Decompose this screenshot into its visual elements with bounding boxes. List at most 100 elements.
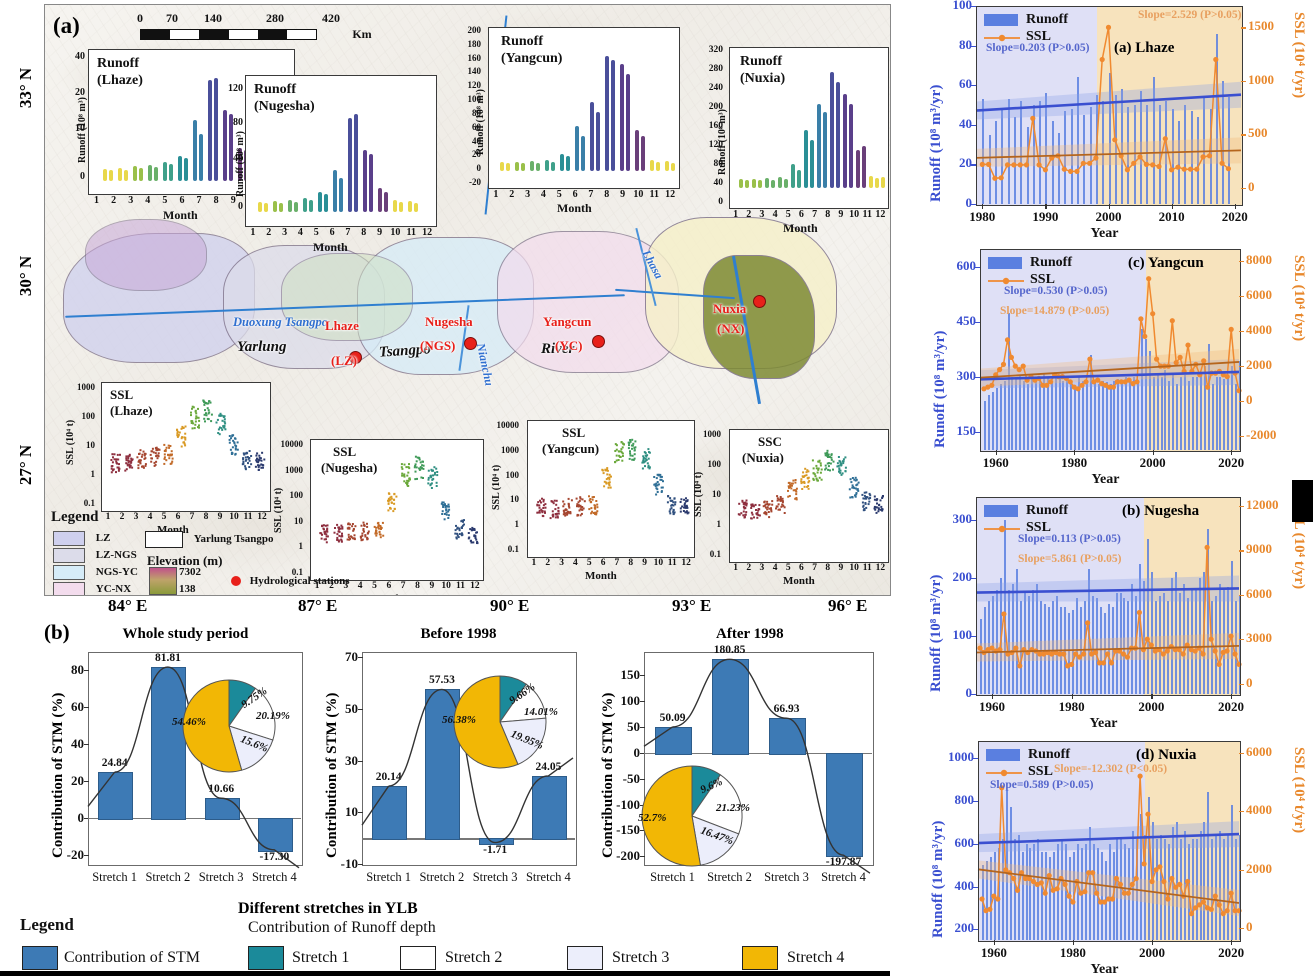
inset-ssl-yangcun-title-1: SSL [562, 425, 586, 440]
ts3-runoff-bar-46 [1163, 839, 1166, 940]
ts3-legend-runoff-label: Runoff [1028, 747, 1071, 762]
rl-xt-tick-6: 6 [179, 195, 185, 206]
inset-runoff-yangcun-title-2: (Yangcun) [501, 51, 563, 66]
bp2-ytick-2: 50 [627, 718, 640, 734]
ts3-ylabel-right: SSL (10⁴ t/yr) [1291, 747, 1307, 834]
ts2-xtickmark-3 [1231, 694, 1233, 699]
rn-xt-tick-3: 3 [282, 227, 288, 238]
timeseries-panel-nuxia: 1000 800 600 400 200 6000 4000 2000 0 1960 1980 200… [890, 731, 1313, 977]
rx-xt-tick-8: 8 [825, 209, 831, 220]
ts2-runoff-bar-30 [1099, 607, 1102, 694]
ts2-runoff-bar-37 [1127, 601, 1130, 694]
sl-xt-tick-8: 8 [203, 512, 209, 522]
ts0-xtick-0: 1980 [969, 209, 996, 224]
ts3-ytick-left-4: 200 [954, 920, 975, 936]
sn-xt-tick-6: 6 [386, 581, 392, 591]
ts2-runoff-bar-3 [991, 595, 994, 694]
ts3-runoff-bar-34 [1116, 839, 1119, 940]
ts1-ytick-right-5: -2000 [1246, 427, 1277, 443]
sy-yt-tick-5: 0.1 [507, 544, 519, 554]
bp1-category-2: Stretch 3 [472, 870, 518, 884]
rl-xt-tick-3: 3 [128, 195, 134, 206]
inset-ssl-nugesha-scatter [319, 455, 479, 545]
ts3-xtickmark-1 [1072, 940, 1075, 945]
scalebar-tick-280: 280 [266, 11, 284, 25]
ts3-xtickmark-3 [1231, 940, 1233, 945]
ts1-runoff-bar-18 [1054, 376, 1057, 450]
ts3-slope-runoff: Slope=0.589 (P>0.05) [990, 779, 1094, 791]
ts1-ytick-left-2: 300 [956, 367, 977, 383]
ts1-runoff-bar-3 [995, 387, 998, 450]
inset-runoff-nugesha-xlabel: Month [313, 240, 348, 254]
ts1-ytickmark-right-3 [1239, 366, 1244, 368]
sl-xt-tick-2: 2 [119, 512, 125, 522]
ts2-ytick-right-0: 12000 [1246, 496, 1279, 512]
sy-xt-tick-12: 12 [681, 558, 691, 568]
ts2-slope-ssl: Slope=5.861 (P>0.05) [1018, 553, 1122, 565]
ts1-series-layer [979, 276, 1242, 394]
ts0-xtickmark-4 [1234, 204, 1236, 209]
ts0-ytick-left-1: 80 [959, 36, 972, 52]
ts3-runoff-bar-44 [1156, 839, 1158, 940]
inset-runoff-lhaze-ytick-0: 40 [75, 51, 85, 62]
bp1-category-1: Stretch 2 [419, 870, 465, 884]
ts2-runoff-bar-60 [1219, 583, 1222, 694]
bp1-barvalue-2: -1.71 [483, 843, 508, 856]
ts2-runoff-bar-9 [1015, 569, 1018, 694]
station-dot-yangcun[interactable] [592, 335, 605, 348]
ts2-runoff-bar-43 [1151, 572, 1154, 694]
ts0-ytick-right-0: 1500 [1248, 18, 1274, 34]
ts3-runoff-bar-15 [1041, 852, 1044, 940]
bottom-legend-stretch4-swatch [742, 946, 778, 970]
bp1-ytick-0: 70 [345, 649, 358, 665]
ts2-slope-runoff: Slope=0.113 (P>0.05) [1018, 533, 1121, 545]
station-dot-nuxia[interactable] [753, 295, 766, 308]
ts2-runoff-bar-11 [1023, 592, 1026, 694]
station-dot-lhaze[interactable] [349, 351, 362, 364]
ts1-runoff-bar-59 [1215, 376, 1218, 450]
timeseries-panel-yangcun: 600 450 300 150 8000 6000 4000 2000 0 -2000 1960 19… [890, 243, 1313, 487]
inset-runoff-yangcun-yticks: 200 180 160 140 120 100 80 60 40 20 0 -20 [451, 25, 485, 187]
map-legend-lz-ngs-row: LZ-NGS [53, 548, 137, 563]
bp1-category-3: Stretch 4 [525, 870, 571, 884]
ts2-legend-runoff-label: Runoff [1026, 503, 1069, 518]
station-dot-nugesha[interactable] [464, 337, 477, 350]
sy-yt-tick-4: 1 [514, 519, 520, 530]
bp1-ytick-1: 50 [345, 700, 358, 716]
map-legend-ngs-yc-label: NGS-YC [95, 566, 138, 579]
ts0-runoff-bar-21 [1114, 95, 1117, 204]
ts1-runoff-bar-36 [1125, 376, 1128, 450]
inset-runoff-nugesha-title-2: (Nugesha) [254, 99, 315, 114]
lat-label-30n: 30° N [16, 255, 35, 297]
river-label-yarlung: Yarlung [237, 339, 287, 355]
ts0-ytickmark-right-2 [1241, 134, 1246, 136]
rn-xt-tick-10: 10 [390, 227, 401, 238]
ts0-runoff-bar-1 [988, 134, 991, 204]
bar-panel-before-1998: Before 1998 Contribution of STM (%) 70 50 30… [318, 626, 583, 898]
bp0-ytickmark-1 [84, 707, 89, 709]
inset-runoff-lhaze-ytick-3: 0 [80, 171, 85, 182]
ts2-runoff-bar-57 [1207, 528, 1210, 694]
ry-yt-tick-11: -20 [469, 177, 481, 187]
rx-xt-tick-10: 10 [849, 209, 860, 220]
ts3-ytick-left-1: 800 [954, 791, 975, 807]
rx-yt-tick-4: 160 [708, 121, 723, 131]
ts0-legend-ssl-label: SSL [1026, 29, 1051, 44]
scalebar-tick-0: 0 [137, 11, 143, 25]
panel-a-label: (a) [53, 13, 80, 38]
ts0-runoff-bar-13 [1064, 110, 1067, 204]
ts1-runoff-bar-52 [1188, 380, 1190, 450]
sn-xt-tick-9: 9 [429, 581, 435, 591]
ts2-runoff-bar-19 [1055, 595, 1058, 694]
rx-xt-tick-9: 9 [838, 209, 844, 220]
ts3-xtick-0: 1960 [980, 945, 1007, 960]
ts1-slope-runoff: Slope=0.530 (P>0.05) [1004, 285, 1108, 297]
map-legend-station-dot-icon [231, 576, 241, 587]
ts1-runoff-bar-10 [1023, 380, 1026, 450]
ts3-legend-ssl-label: SSL [1028, 764, 1053, 779]
ts1-xtickmark-2 [1152, 450, 1154, 455]
ts1-runoff-bar-62 [1227, 376, 1230, 450]
ts3-ytick-right-3: 0 [1246, 919, 1253, 935]
ts0-runoff-bar-37 [1215, 33, 1218, 204]
ts2-runoff-bar-64 [1235, 601, 1237, 694]
